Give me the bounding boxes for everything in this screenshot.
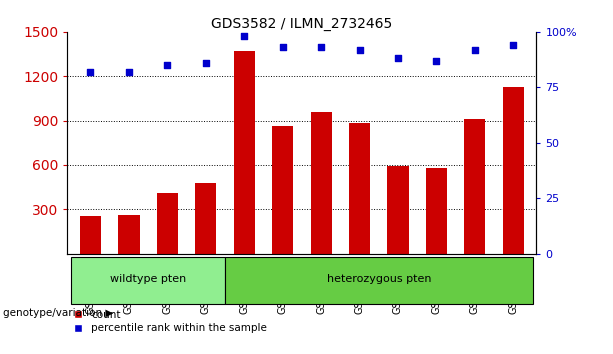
Text: heterozygous pten: heterozygous pten bbox=[327, 274, 431, 284]
Title: GDS3582 / ILMN_2732465: GDS3582 / ILMN_2732465 bbox=[211, 17, 392, 31]
Point bbox=[278, 45, 287, 50]
Bar bbox=[503, 87, 524, 254]
Point bbox=[86, 69, 96, 75]
Bar bbox=[195, 183, 216, 254]
Bar bbox=[234, 51, 255, 254]
Point bbox=[470, 47, 480, 52]
Bar bbox=[272, 126, 293, 254]
Bar bbox=[225, 257, 533, 304]
Bar bbox=[80, 216, 101, 254]
Bar bbox=[71, 257, 225, 304]
Point bbox=[162, 62, 172, 68]
Point bbox=[201, 60, 211, 66]
Text: genotype/variation ▶: genotype/variation ▶ bbox=[3, 308, 113, 318]
Point bbox=[508, 42, 518, 48]
Point bbox=[239, 34, 249, 39]
Point bbox=[355, 47, 365, 52]
Bar bbox=[311, 112, 332, 254]
Point bbox=[316, 45, 326, 50]
Point bbox=[124, 69, 134, 75]
Bar bbox=[118, 215, 140, 254]
Point bbox=[393, 56, 403, 61]
Bar bbox=[387, 166, 409, 254]
Legend: count, percentile rank within the sample: count, percentile rank within the sample bbox=[72, 310, 267, 333]
Bar bbox=[426, 168, 447, 254]
Bar bbox=[157, 193, 178, 254]
Point bbox=[432, 58, 441, 63]
Bar bbox=[349, 123, 370, 254]
Text: wildtype pten: wildtype pten bbox=[110, 274, 186, 284]
Bar bbox=[464, 119, 485, 254]
